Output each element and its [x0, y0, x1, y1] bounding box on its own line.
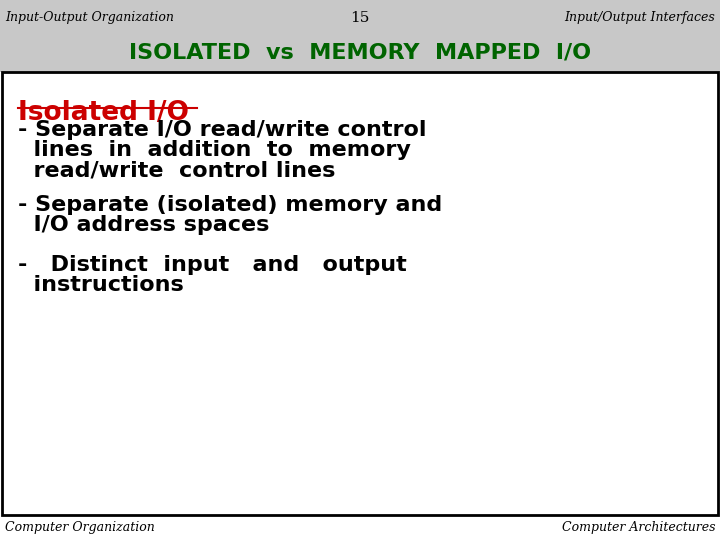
Text: Computer Architectures: Computer Architectures: [562, 522, 715, 535]
FancyBboxPatch shape: [0, 35, 720, 72]
Text: Input/Output Interfaces: Input/Output Interfaces: [564, 11, 715, 24]
FancyBboxPatch shape: [0, 0, 720, 35]
Text: - Separate (isolated) memory and: - Separate (isolated) memory and: [18, 195, 442, 215]
Text: instructions: instructions: [18, 275, 184, 295]
Text: 15: 15: [351, 11, 369, 25]
Text: I/O address spaces: I/O address spaces: [18, 215, 269, 235]
Text: ISOLATED  vs  MEMORY  MAPPED  I/O: ISOLATED vs MEMORY MAPPED I/O: [129, 43, 591, 63]
Text: read/write  control lines: read/write control lines: [18, 160, 336, 180]
Text: - Separate I/O read/write control: - Separate I/O read/write control: [18, 120, 426, 140]
FancyBboxPatch shape: [2, 72, 718, 515]
Text: Isolated I/O: Isolated I/O: [18, 100, 189, 126]
Text: Input-Output Organization: Input-Output Organization: [5, 11, 174, 24]
Text: lines  in  addition  to  memory: lines in addition to memory: [18, 140, 411, 160]
Text: -   Distinct  input   and   output: - Distinct input and output: [18, 255, 407, 275]
Text: Computer Organization: Computer Organization: [5, 522, 155, 535]
